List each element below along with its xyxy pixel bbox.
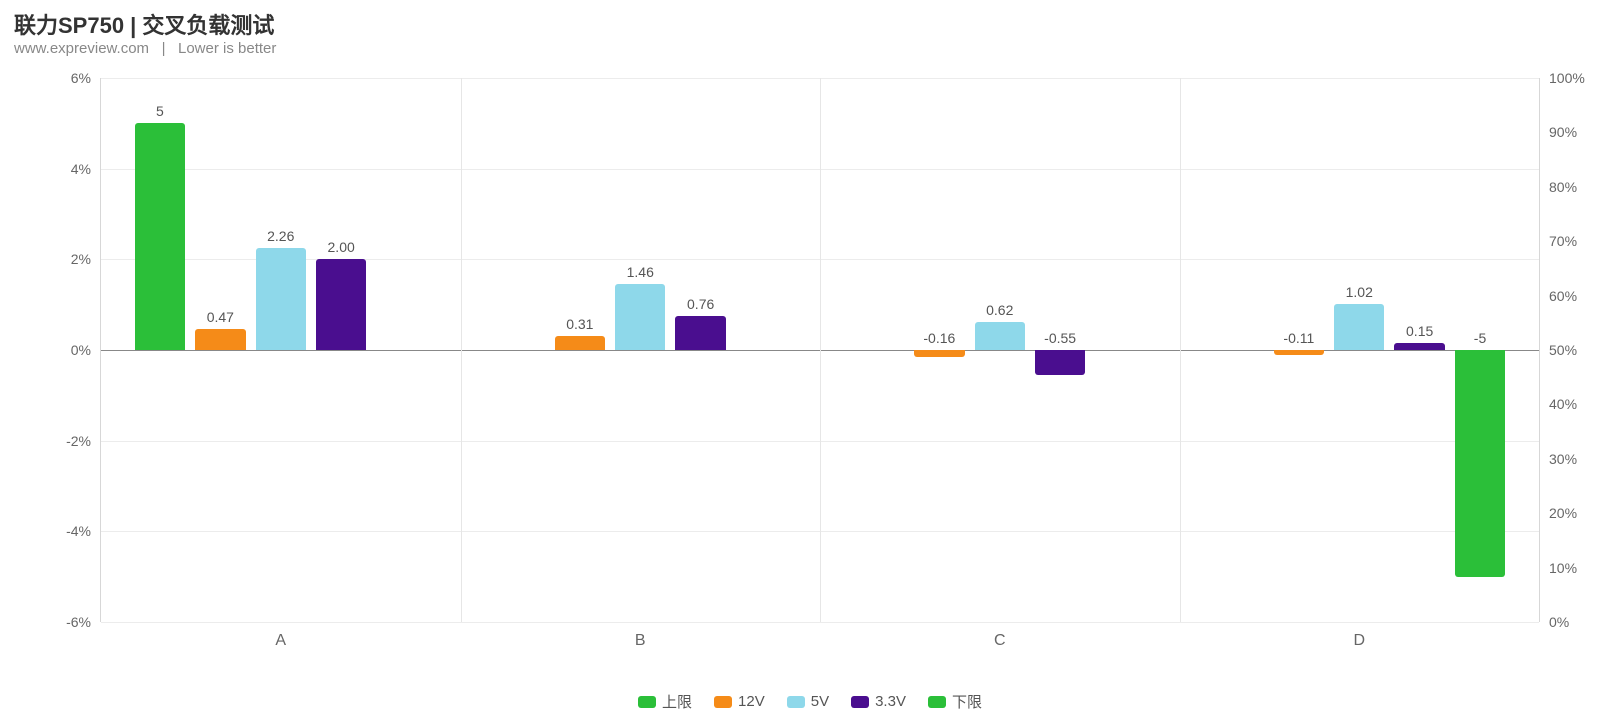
- legend-swatch: [928, 696, 946, 708]
- y-right-tick: 40%: [1539, 396, 1577, 412]
- bar-lower[interactable]: [1455, 350, 1505, 577]
- bar-v33[interactable]: [1035, 350, 1085, 375]
- chart-plot-area: -6%-4%-2%0%2%4%6%0%10%20%30%40%50%60%70%…: [100, 78, 1540, 622]
- bar-v33[interactable]: [316, 259, 366, 350]
- legend-item[interactable]: 下限: [928, 691, 982, 712]
- bar-value-label: 0.62: [986, 302, 1013, 318]
- bar-value-label: 1.02: [1346, 284, 1373, 300]
- y-right-tick: 20%: [1539, 505, 1577, 521]
- legend-item[interactable]: 12V: [714, 691, 765, 712]
- bar-v12[interactable]: [914, 350, 964, 357]
- y-right-tick: 50%: [1539, 342, 1577, 358]
- legend-item[interactable]: 5V: [787, 691, 829, 712]
- x-category-label: D: [1353, 622, 1365, 650]
- subtitle-site: www.expreview.com: [14, 40, 149, 57]
- y-right-tick: 70%: [1539, 233, 1577, 249]
- y-right-tick: 60%: [1539, 288, 1577, 304]
- chart-legend: 上限 12V 5V 3.3V 下限: [0, 691, 1620, 712]
- bar-value-label: 0.47: [207, 309, 234, 325]
- legend-item[interactable]: 上限: [638, 691, 692, 712]
- legend-item[interactable]: 3.3V: [851, 691, 906, 712]
- legend-label: 12V: [738, 693, 765, 710]
- y-left-tick: -6%: [66, 614, 101, 630]
- legend-label: 下限: [952, 691, 982, 712]
- bar-value-label: -0.16: [923, 330, 955, 346]
- subtitle-note: Lower is better: [178, 40, 276, 57]
- y-left-tick: 0%: [71, 342, 101, 358]
- bar-v12[interactable]: [1274, 350, 1324, 355]
- legend-swatch: [851, 696, 869, 708]
- legend-swatch: [714, 696, 732, 708]
- bar-group: A50.472.262.00: [101, 78, 461, 622]
- y-right-tick: 10%: [1539, 560, 1577, 576]
- bar-v33[interactable]: [1394, 343, 1444, 350]
- chart-title: 联力SP750 | 交叉负载测试: [14, 8, 274, 40]
- legend-swatch: [638, 696, 656, 708]
- y-left-tick: -2%: [66, 433, 101, 449]
- subtitle-sep: |: [162, 40, 166, 57]
- bar-v12[interactable]: [555, 336, 605, 350]
- bar-v5[interactable]: [1334, 304, 1384, 350]
- bar-value-label: 0.31: [566, 316, 593, 332]
- y-left-tick: -4%: [66, 523, 101, 539]
- bar-v5[interactable]: [256, 248, 306, 350]
- legend-label: 3.3V: [875, 693, 906, 710]
- x-category-label: B: [635, 622, 646, 650]
- y-left-tick: 6%: [71, 70, 101, 86]
- legend-label: 5V: [811, 693, 829, 710]
- y-right-tick: 30%: [1539, 451, 1577, 467]
- x-category-label: A: [275, 622, 286, 650]
- legend-swatch: [787, 696, 805, 708]
- bar-value-label: -0.55: [1044, 330, 1076, 346]
- chart-subtitle: www.expreview.com | Lower is better: [14, 40, 276, 57]
- y-right-tick: 80%: [1539, 179, 1577, 195]
- bar-v33[interactable]: [675, 316, 725, 350]
- bar-group: D-0.111.020.15-5: [1180, 78, 1540, 622]
- bar-value-label: -5: [1474, 330, 1486, 346]
- y-right-tick: 100%: [1539, 70, 1585, 86]
- bar-value-label: -0.11: [1283, 330, 1314, 346]
- x-category-label: C: [994, 622, 1006, 650]
- bar-v12[interactable]: [195, 329, 245, 350]
- bar-value-label: 5: [156, 103, 164, 119]
- gridline: [101, 622, 1539, 623]
- bar-value-label: 1.46: [627, 264, 654, 280]
- y-left-tick: 4%: [71, 161, 101, 177]
- y-left-tick: 2%: [71, 251, 101, 267]
- bar-v5[interactable]: [975, 322, 1025, 350]
- bar-value-label: 2.26: [267, 228, 294, 244]
- bar-group: B0.311.460.76: [461, 78, 821, 622]
- bar-upper[interactable]: [135, 123, 185, 350]
- bar-group: C-0.160.62-0.55: [820, 78, 1180, 622]
- bar-value-label: 0.15: [1406, 323, 1433, 339]
- legend-label: 上限: [662, 691, 692, 712]
- bar-v5[interactable]: [615, 284, 665, 350]
- y-right-tick: 90%: [1539, 124, 1577, 140]
- bar-value-label: 2.00: [328, 239, 355, 255]
- bar-value-label: 0.76: [687, 296, 714, 312]
- y-right-tick: 0%: [1539, 614, 1569, 630]
